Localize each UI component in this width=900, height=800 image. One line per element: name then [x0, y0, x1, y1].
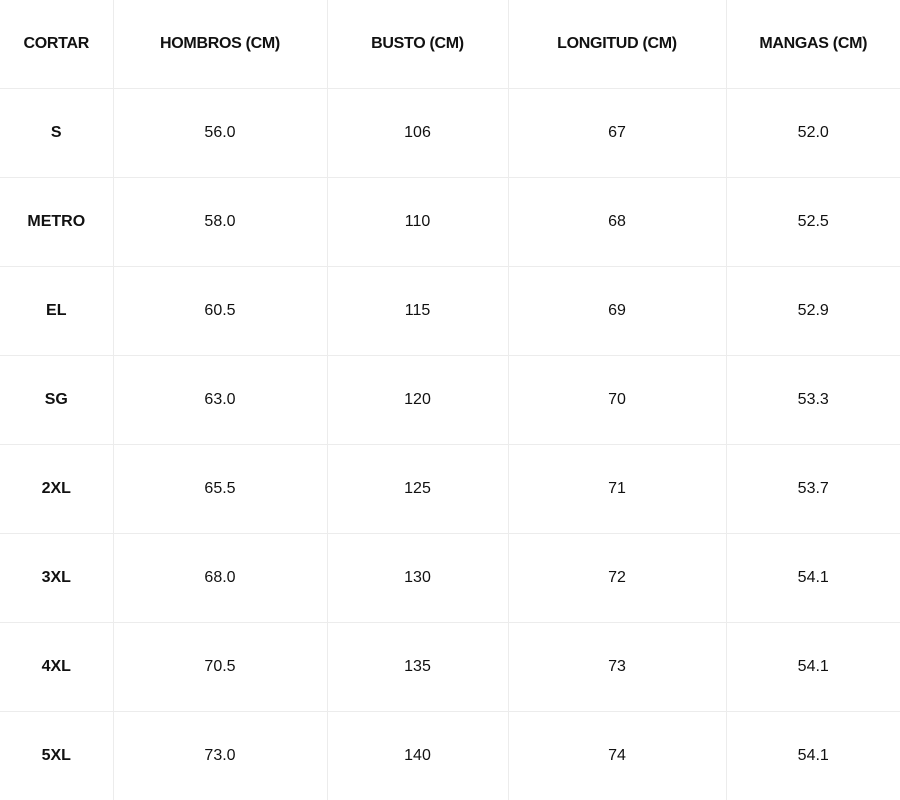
value-cell: 70.5: [113, 623, 327, 712]
value-cell: 120: [327, 356, 508, 445]
header-cell: LONGITUD (CM): [508, 0, 726, 89]
value-cell: 68: [508, 178, 726, 267]
value-cell: 58.0: [113, 178, 327, 267]
value-cell: 140: [327, 712, 508, 800]
value-cell: 60.5: [113, 267, 327, 356]
value-cell: 73.0: [113, 712, 327, 800]
value-cell: 69: [508, 267, 726, 356]
size-cell: EL: [0, 267, 113, 356]
value-cell: 130: [327, 534, 508, 623]
value-cell: 54.1: [726, 534, 900, 623]
header-cell: BUSTO (CM): [327, 0, 508, 89]
size-cell: 4XL: [0, 623, 113, 712]
size-cell: METRO: [0, 178, 113, 267]
value-cell: 115: [327, 267, 508, 356]
value-cell: 56.0: [113, 89, 327, 178]
value-cell: 52.0: [726, 89, 900, 178]
value-cell: 65.5: [113, 445, 327, 534]
value-cell: 54.1: [726, 712, 900, 800]
value-cell: 52.5: [726, 178, 900, 267]
size-cell: 2XL: [0, 445, 113, 534]
size-cell: 5XL: [0, 712, 113, 800]
value-cell: 53.3: [726, 356, 900, 445]
header-cell: MANGAS (CM): [726, 0, 900, 89]
value-cell: 54.1: [726, 623, 900, 712]
value-cell: 53.7: [726, 445, 900, 534]
header-cell: HOMBROS (CM): [113, 0, 327, 89]
size-cell: 3XL: [0, 534, 113, 623]
value-cell: 70: [508, 356, 726, 445]
value-cell: 110: [327, 178, 508, 267]
value-cell: 72: [508, 534, 726, 623]
value-cell: 135: [327, 623, 508, 712]
value-cell: 73: [508, 623, 726, 712]
value-cell: 74: [508, 712, 726, 800]
value-cell: 106: [327, 89, 508, 178]
value-cell: 71: [508, 445, 726, 534]
size-cell: S: [0, 89, 113, 178]
value-cell: 63.0: [113, 356, 327, 445]
value-cell: 52.9: [726, 267, 900, 356]
value-cell: 67: [508, 89, 726, 178]
size-cell: SG: [0, 356, 113, 445]
value-cell: 125: [327, 445, 508, 534]
value-cell: 68.0: [113, 534, 327, 623]
header-cell: CORTAR: [0, 0, 113, 89]
